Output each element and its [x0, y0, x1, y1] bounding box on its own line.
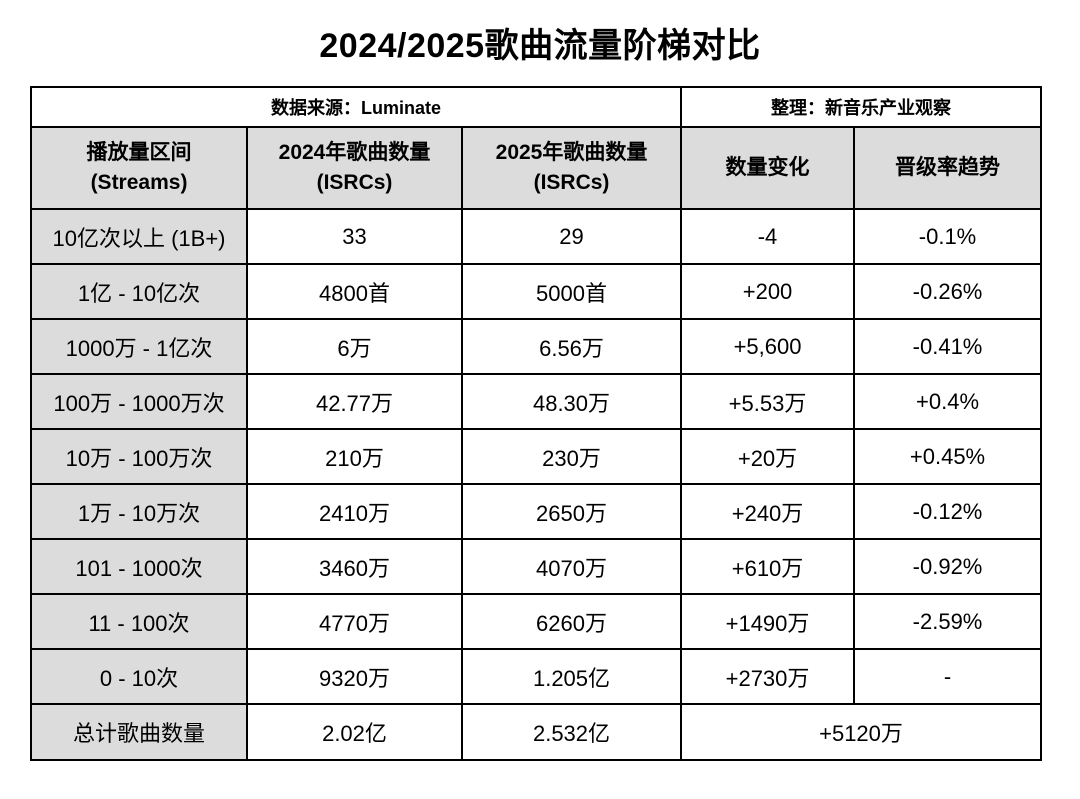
column-header-trend: 晋级率趋势	[853, 126, 1043, 210]
count-2025-cell: 48.30万	[460, 373, 683, 430]
trend-cell: -2.59%	[853, 593, 1043, 650]
count-2024-cell: 210万	[246, 428, 463, 485]
table-row: 0 - 10次 9320万 1.205亿 +2730万 -	[30, 648, 1043, 705]
table-row: 100万 - 1000万次 42.77万 48.30万 +5.53万 +0.4%	[30, 373, 1043, 430]
curator-note: 整理：新音乐产业观察	[680, 86, 1043, 128]
count-2024-cell: 6万	[246, 318, 463, 375]
tier-cell: 0 - 10次	[30, 648, 248, 705]
count-2025-cell: 2650万	[460, 483, 683, 540]
table-row: 1万 - 10万次 2410万 2650万 +240万 -0.12%	[30, 483, 1043, 540]
table-row: 10亿次以上 (1B+) 33 29 -4 -0.1%	[30, 208, 1043, 265]
tier-cell: 11 - 100次	[30, 593, 248, 650]
change-cell: +2730万	[680, 648, 856, 705]
count-2025-cell: 1.205亿	[460, 648, 683, 705]
total-label-cell: 总计歌曲数量	[30, 703, 248, 761]
change-cell: -4	[680, 208, 856, 265]
tier-cell: 101 - 1000次	[30, 538, 248, 595]
tier-cell: 1万 - 10万次	[30, 483, 248, 540]
change-cell: +1490万	[680, 593, 856, 650]
column-header-subtitle: (ISRCs)	[533, 171, 610, 194]
total-2024-cell: 2.02亿	[246, 703, 463, 761]
count-2024-cell: 33	[246, 208, 463, 265]
count-2024-cell: 2410万	[246, 483, 463, 540]
total-change-cell: +5120万	[680, 703, 1043, 761]
tier-cell: 1亿 - 10亿次	[30, 263, 248, 320]
column-header-2024: 2024年歌曲数量 (ISRCs)	[246, 126, 463, 210]
count-2025-cell: 6260万	[460, 593, 683, 650]
count-2024-cell: 9320万	[246, 648, 463, 705]
change-cell: +240万	[680, 483, 856, 540]
change-cell: +5.53万	[680, 373, 856, 430]
streams-comparison-table: 数据来源：Luminate 整理：新音乐产业观察 播放量区间 (Streams)…	[29, 86, 1043, 761]
change-cell: +20万	[680, 428, 856, 485]
count-2025-cell: 6.56万	[460, 318, 683, 375]
trend-cell: -0.1%	[853, 208, 1043, 265]
change-cell: +610万	[680, 538, 856, 595]
column-header-subtitle: (Streams)	[90, 171, 188, 194]
count-2024-cell: 4800首	[246, 263, 463, 320]
column-header-title: 晋级率趋势	[895, 156, 1001, 179]
trend-cell: +0.4%	[853, 373, 1043, 430]
count-2025-cell: 230万	[460, 428, 683, 485]
total-2025-cell: 2.532亿	[460, 703, 683, 761]
column-header-streams: 播放量区间 (Streams)	[30, 126, 248, 210]
trend-cell: -0.26%	[853, 263, 1043, 320]
page-title: 2024/2025歌曲流量阶梯对比	[319, 27, 761, 65]
table-row: 101 - 1000次 3460万 4070万 +610万 -0.92%	[30, 538, 1043, 595]
count-2024-cell: 3460万	[246, 538, 463, 595]
trend-cell: -0.41%	[853, 318, 1043, 375]
trend-cell: -	[853, 648, 1043, 705]
count-2024-cell: 42.77万	[246, 373, 463, 430]
column-header-title: 数量变化	[725, 156, 810, 179]
change-cell: +5,600	[680, 318, 856, 375]
trend-cell: -0.92%	[853, 538, 1043, 595]
count-2025-cell: 5000首	[460, 263, 683, 320]
total-row: 总计歌曲数量 2.02亿 2.532亿 +5120万	[30, 703, 1043, 761]
trend-cell: -0.12%	[853, 483, 1043, 540]
column-header-title: 2024年歌曲数量	[278, 141, 431, 164]
column-header-change: 数量变化	[680, 126, 856, 210]
table-row: 11 - 100次 4770万 6260万 +1490万 -2.59%	[30, 593, 1043, 650]
column-header-title: 播放量区间	[86, 141, 192, 164]
table-row: 1亿 - 10亿次 4800首 5000首 +200 -0.26%	[30, 263, 1043, 320]
column-header-title: 2025年歌曲数量	[495, 141, 648, 164]
table-row: 10万 - 100万次 210万 230万 +20万 +0.45%	[30, 428, 1043, 485]
trend-cell: +0.45%	[853, 428, 1043, 485]
tier-cell: 10万 - 100万次	[30, 428, 248, 485]
tier-cell: 10亿次以上 (1B+)	[30, 208, 248, 265]
tier-cell: 1000万 - 1亿次	[30, 318, 248, 375]
tier-cell: 100万 - 1000万次	[30, 373, 248, 430]
column-header-subtitle: (ISRCs)	[316, 171, 393, 194]
count-2025-cell: 29	[460, 208, 683, 265]
data-source-note: 数据来源：Luminate	[29, 86, 683, 128]
table-row: 1000万 - 1亿次 6万 6.56万 +5,600 -0.41%	[30, 318, 1043, 375]
count-2025-cell: 4070万	[460, 538, 683, 595]
column-header-row: 播放量区间 (Streams) 2024年歌曲数量 (ISRCs) 2025年歌…	[30, 126, 1043, 210]
meta-row: 数据来源：Luminate 整理：新音乐产业观察	[29, 86, 1043, 128]
column-header-2025: 2025年歌曲数量 (ISRCs)	[460, 126, 683, 210]
count-2024-cell: 4770万	[246, 593, 463, 650]
change-cell: +200	[680, 263, 856, 320]
